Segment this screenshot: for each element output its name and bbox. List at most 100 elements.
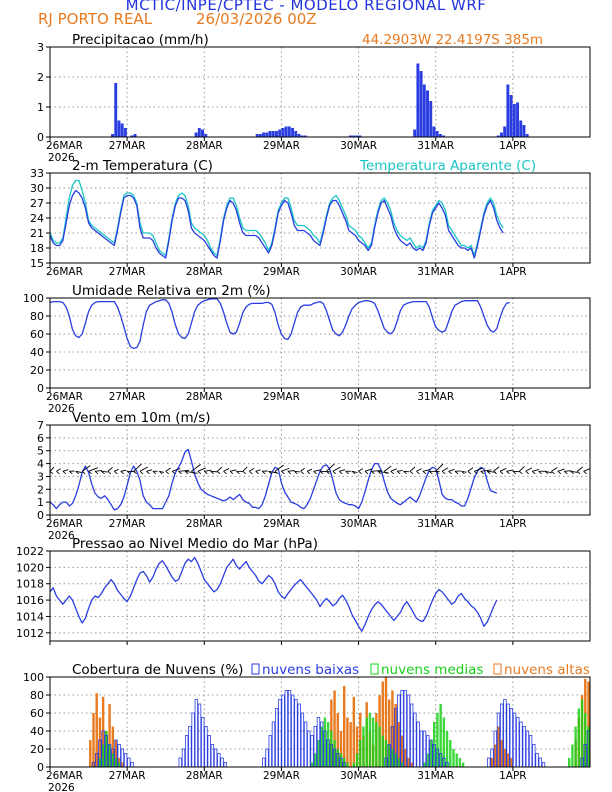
high-cloud-bar: [381, 681, 384, 767]
wind-arrow: [268, 470, 277, 474]
wind-arrow-barb: [576, 470, 581, 475]
precip-bar: [419, 71, 423, 137]
precip-ytick-label: 0: [37, 131, 44, 144]
mid-cloud-bar: [571, 744, 574, 767]
wind-arrow-barb: [255, 470, 260, 475]
clouds-ytick-label: 40: [30, 725, 44, 738]
precip-frame: [49, 46, 591, 138]
mid-cloud-bar: [362, 726, 365, 767]
precip-bar: [416, 63, 420, 137]
wind-arrow: [101, 470, 108, 473]
precip-bar: [291, 128, 294, 137]
wind-arrow-barb: [480, 470, 485, 475]
wind-arrow: [564, 470, 572, 472]
wind-ytick-label: 4: [37, 458, 44, 471]
wind-xtick-label: 1APR: [499, 518, 527, 530]
mid-cloud-bar: [574, 726, 577, 767]
wind-arrow: [133, 463, 142, 472]
rh-ytick-label: 40: [30, 346, 44, 359]
wind-arrow: [557, 468, 565, 472]
mid-cloud-bar: [320, 726, 323, 767]
clouds-xtick-label: 29MAR: [263, 770, 300, 782]
wind-ytick-label: 1: [37, 496, 44, 509]
wind-arrow: [281, 467, 290, 472]
precip-bar: [258, 134, 262, 137]
rh-ytick-label: 0: [37, 382, 44, 395]
precip-title: Precipitacao (mm/h): [72, 32, 209, 48]
low-cloud-bar: [297, 703, 301, 768]
wind-arrow: [216, 466, 223, 472]
low-cloud-bar: [271, 721, 276, 768]
wind-xtick-label: 29MAR: [263, 518, 300, 530]
low-cloud-bar: [278, 699, 282, 768]
run-date-label: 26/03/2026 00Z: [196, 10, 317, 28]
low-cloud-bar: [220, 757, 224, 768]
mid-cloud-bar: [371, 717, 375, 767]
mid-cloud-bar: [378, 726, 381, 767]
clouds-ytick-label: 100: [23, 671, 44, 684]
mid-cloud-bar: [580, 699, 584, 767]
mid-cloud-bar: [365, 717, 368, 767]
precip-bar: [271, 131, 275, 137]
wind-arrow: [551, 467, 558, 472]
wind-arrow-barb: [499, 470, 504, 475]
wind-arrow: [474, 467, 484, 472]
low-cloud-bar: [123, 753, 128, 768]
mid-cloud-bar: [436, 713, 439, 767]
wind-arrow-barb: [557, 470, 562, 475]
wind-arrow-barb: [203, 470, 208, 475]
temp-xtick-label: 26MAR: [46, 266, 83, 278]
wind-arrow: [544, 470, 552, 474]
precip-bar: [516, 102, 519, 137]
high-cloud-bar: [89, 740, 92, 767]
temp-frame: [49, 172, 591, 264]
wind-arrow: [377, 470, 389, 474]
temp-ytick-label: 27: [30, 197, 44, 210]
precip-bar: [284, 126, 288, 137]
high-cloud-bar: [587, 681, 590, 767]
wind-arrow: [416, 468, 422, 472]
wind-arrow: [81, 465, 91, 472]
wind-arrow-barb: [338, 470, 343, 475]
mid-cloud-bar: [400, 762, 404, 767]
precip-bar: [197, 128, 201, 137]
rh-xtick-label: 27MAR: [109, 391, 146, 403]
precip-bar: [358, 135, 362, 137]
precip-bar: [355, 135, 359, 137]
wind-arrow-barb: [390, 470, 395, 475]
precip-bar: [117, 120, 121, 137]
legend-high-box: [493, 663, 502, 675]
mid-cloud-bar: [355, 753, 359, 767]
wind-arrow: [300, 467, 305, 472]
wind-xtick-label: 28MAR: [186, 518, 223, 530]
high-cloud-bar: [111, 726, 114, 767]
mid-cloud-bar: [323, 717, 327, 767]
precip-bar: [294, 131, 298, 137]
precip-bar: [422, 84, 426, 137]
low-cloud-bar: [213, 748, 218, 768]
mid-cloud-bar: [394, 753, 397, 767]
low-cloud-bar: [284, 690, 289, 768]
wind-arrow-barb: [165, 470, 170, 475]
wind-arrow: [171, 468, 181, 472]
location-label: RJ PORTO REAL: [38, 10, 153, 28]
high-cloud-bar: [352, 696, 356, 767]
precip-ytick-label: 3: [37, 41, 44, 54]
wind-arrow-barb: [583, 470, 587, 475]
low-cloud-bar: [300, 712, 305, 768]
precip-bar: [426, 90, 429, 137]
wind-arrow-barb: [473, 470, 478, 475]
low-cloud-bar: [538, 757, 542, 768]
wind-arrow-barb: [300, 470, 305, 475]
precip-bar: [278, 129, 282, 137]
mid-cloud-bar: [577, 708, 581, 767]
wind-arrow: [493, 466, 500, 472]
mid-cloud-bar: [368, 713, 372, 767]
precip-xtick-label: 29MAR: [263, 140, 300, 152]
mid-cloud-bar: [339, 753, 343, 767]
clouds-xtick-label: 30MAR: [340, 770, 377, 782]
precip-bar: [438, 134, 442, 137]
mid-cloud-bar: [310, 762, 314, 767]
wind-arrow-barb: [351, 470, 356, 475]
wind-arrow-barb: [358, 470, 362, 475]
